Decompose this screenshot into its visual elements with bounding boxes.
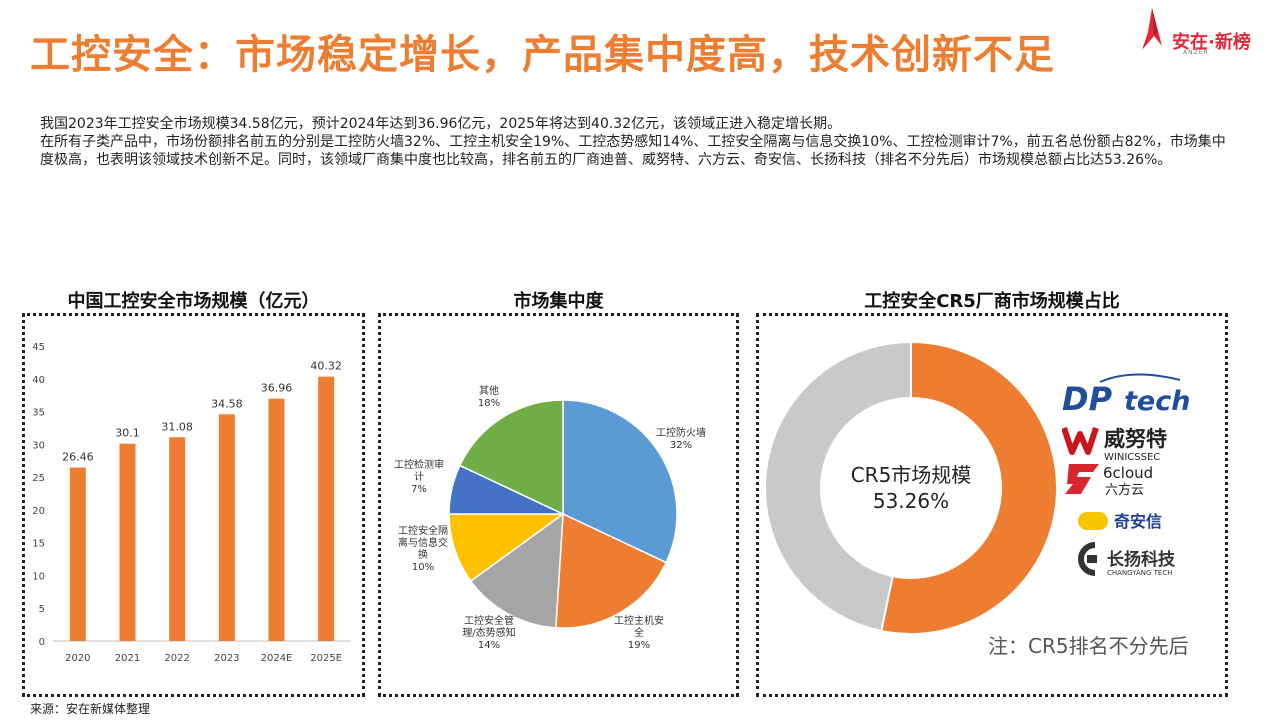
logo-subtext: ANZER <box>1183 49 1209 56</box>
qianxin-logo: 奇安信 <box>1076 508 1186 534</box>
donut-chart-panel: CR5市场规模 53.26% <box>756 313 1228 697</box>
changyang-sub: CHANGYANG TECH <box>1107 569 1173 577</box>
pie-slice-label: 工控防火墙 32% <box>656 426 706 451</box>
pie-slice-label: 其他 18% <box>478 384 500 409</box>
y-tick-label: 15 <box>32 539 45 550</box>
pie-slice-label: 工控主机安全 19% <box>614 614 664 651</box>
y-tick-label: 5 <box>39 604 45 615</box>
bar-value-label: 26.46 <box>62 451 94 464</box>
intro-text: 我国2023年工控安全市场规模34.58亿元，预计2024年达到36.96亿元，… <box>40 115 1230 169</box>
pie-slice-label: 工控检测审计 7% <box>394 458 444 495</box>
bar-value-label: 40.32 <box>310 360 342 373</box>
pie-slice <box>448 513 566 583</box>
bar-value-label: 30.1 <box>115 427 140 440</box>
bar <box>119 443 136 641</box>
x-tick-label: 2022 <box>164 653 189 664</box>
winicssec-logo: 威努特 WINICSSEC <box>1061 418 1202 463</box>
bar-value-label: 34.58 <box>211 397 243 410</box>
donut-center-label: CR5市场规模 <box>851 463 972 487</box>
bar-chart-panel: 0 5 10 15 20 25 30 35 40 45 26.46 2020 30.1 2021 31.08… <box>22 313 365 697</box>
logo-text: 安在·新榜 <box>1172 32 1251 53</box>
bar-chart: 0 5 10 15 20 25 30 35 40 45 26.46 2020 30.1 2021 31.08… <box>32 342 351 664</box>
x-tick-label: 2023 <box>214 653 239 664</box>
x-tick-label: 2021 <box>115 653 140 664</box>
dptech-tech: tech <box>1124 386 1190 416</box>
bar <box>268 398 285 641</box>
pie-slice-label: 工控安全管理/态势感知 14% <box>462 614 515 651</box>
pie-chart-title: 市场集中度 <box>513 291 604 312</box>
pie-slice-label: 工控安全隔离与信息交换 10% <box>398 524 448 573</box>
bar-chart-title: 中国工控安全市场规模（亿元） <box>67 291 320 312</box>
source-note: 来源：安在新媒体整理 <box>30 702 151 716</box>
bar <box>318 376 335 641</box>
changyang-logo: 长扬科技 CHANGYANG TECH <box>1073 541 1193 577</box>
y-tick-label: 45 <box>32 342 45 353</box>
pie-slice <box>469 512 564 629</box>
y-tick-label: 30 <box>32 440 45 451</box>
dptech-dp: DP <box>1062 380 1113 416</box>
bar-value-label: 31.08 <box>161 420 193 433</box>
bar-value-label: 36.96 <box>261 382 293 395</box>
intro-paragraph-1: 我国2023年工控安全市场规模34.58亿元，预计2024年达到36.96亿元，… <box>40 116 842 132</box>
x-tick-label: 2020 <box>65 653 90 664</box>
pie-chart: 工控防火墙 32% 工控主机安全 19% 工控安全管理/态势感知 14% 工控安全隔离与信息… <box>394 384 706 651</box>
anzer-logo <box>1142 8 1162 50</box>
donut-chart-title: 工控安全CR5厂商市场规模占比 <box>864 291 1120 312</box>
pie-slice <box>458 399 564 516</box>
intro-paragraph-2: 在所有子类产品中，市场份额排名前五的分别是工控防火墙32%、工控主机安全19%、… <box>40 134 1226 168</box>
pie-chart-panel: 工控防火墙 32% 工控主机安全 19% 工控安全管理/态势感知 14% 工控安全隔离与信息… <box>378 313 739 697</box>
winicssec-sub: WINICSSEC <box>1104 452 1160 462</box>
page-title: 工控安全：市场稳定增长，产品集中度高，技术创新不足 <box>30 32 1055 78</box>
y-tick-label: 20 <box>32 506 45 517</box>
changyang-name: 长扬科技 <box>1107 549 1176 570</box>
cr5-note: 注：CR5排名不分先后 <box>988 634 1189 658</box>
pie-slice <box>562 399 678 564</box>
pie-slice <box>555 512 668 629</box>
bar <box>69 467 86 641</box>
bar <box>218 414 235 641</box>
qianxin-name: 奇安信 <box>1114 512 1162 531</box>
x-tick-label: 2024E <box>261 653 293 664</box>
sixcloud-en: 6cloud <box>1103 464 1153 482</box>
winicssec-name: 威努特 <box>1104 427 1167 451</box>
sixcloud-logo: 6cloud 六方云 <box>1065 462 1190 498</box>
y-tick-label: 10 <box>32 571 45 582</box>
y-tick-label: 0 <box>39 637 45 648</box>
y-tick-label: 35 <box>32 408 45 419</box>
x-tick-label: 2025E <box>310 653 342 664</box>
bar <box>169 437 186 641</box>
donut-segment-cr5 <box>880 340 1058 635</box>
dptech-logo: DP tech <box>1062 372 1197 418</box>
donut-center-label: 53.26% <box>873 489 949 513</box>
y-tick-label: 25 <box>32 473 45 484</box>
y-tick-label: 40 <box>32 375 45 386</box>
sixcloud-cn: 六方云 <box>1105 482 1144 496</box>
donut-segment-others <box>763 340 912 633</box>
